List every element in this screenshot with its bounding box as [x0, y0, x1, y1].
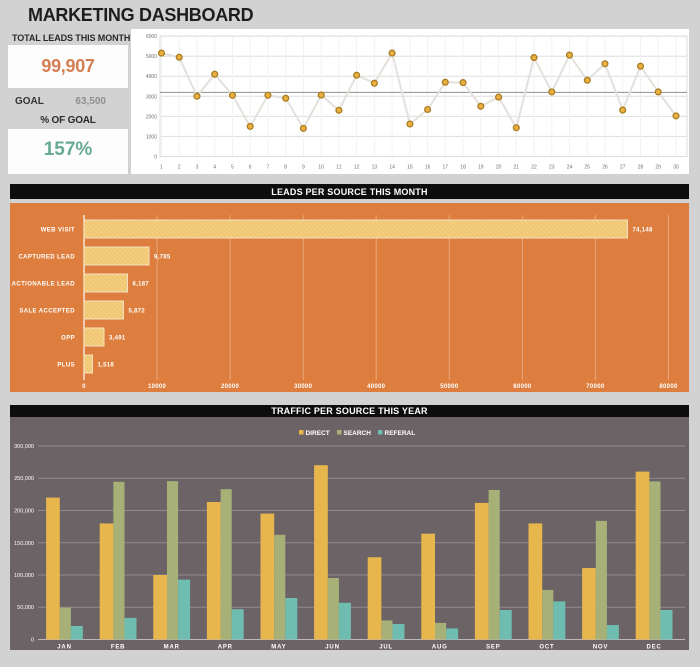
- svg-text:9: 9: [302, 165, 305, 171]
- svg-text:6,187: 6,187: [133, 282, 150, 288]
- svg-text:26: 26: [602, 165, 608, 171]
- svg-text:20000: 20000: [221, 384, 240, 390]
- svg-text:MAR: MAR: [164, 645, 180, 651]
- svg-text:4: 4: [213, 165, 216, 171]
- svg-text:19: 19: [478, 165, 484, 171]
- svg-text:2: 2: [178, 165, 181, 171]
- svg-text:13: 13: [372, 165, 378, 171]
- svg-text:14: 14: [389, 165, 395, 171]
- svg-text:22: 22: [531, 165, 537, 171]
- svg-text:50,000: 50,000: [17, 605, 34, 611]
- svg-text:16: 16: [425, 165, 431, 171]
- svg-text:5,872: 5,872: [129, 309, 146, 315]
- svg-text:0: 0: [31, 638, 34, 644]
- svg-text:ACTIONABLE LEAD: ACTIONABLE LEAD: [12, 282, 76, 288]
- svg-text:200,000: 200,000: [14, 509, 34, 515]
- svg-text:4000: 4000: [146, 74, 157, 80]
- svg-text:10000: 10000: [148, 384, 167, 390]
- svg-text:OPP: OPP: [61, 336, 75, 342]
- svg-text:28: 28: [638, 165, 644, 171]
- svg-text:AUG: AUG: [432, 645, 448, 651]
- svg-text:SEARCH: SEARCH: [344, 430, 372, 437]
- svg-text:100,000: 100,000: [14, 573, 34, 579]
- svg-text:PLUS: PLUS: [57, 363, 75, 369]
- svg-text:0: 0: [154, 155, 157, 161]
- svg-text:300,000: 300,000: [14, 444, 34, 450]
- svg-text:5: 5: [231, 165, 234, 171]
- svg-text:DIRECT: DIRECT: [306, 430, 330, 437]
- svg-text:17: 17: [443, 165, 449, 171]
- svg-text:CAPTURED LEAD: CAPTURED LEAD: [18, 255, 75, 261]
- svg-text:1000: 1000: [146, 134, 157, 140]
- svg-text:OCT: OCT: [539, 645, 554, 651]
- svg-text:25: 25: [585, 165, 591, 171]
- svg-text:3,491: 3,491: [109, 336, 126, 342]
- svg-text:15: 15: [407, 165, 413, 171]
- svg-text:FEB: FEB: [111, 645, 125, 651]
- svg-text:70000: 70000: [586, 384, 605, 390]
- svg-text:3000: 3000: [146, 94, 157, 100]
- svg-text:30: 30: [673, 165, 679, 171]
- svg-text:40000: 40000: [367, 384, 386, 390]
- svg-text:6000: 6000: [146, 34, 157, 40]
- svg-text:11: 11: [336, 165, 341, 171]
- svg-text:APR: APR: [218, 645, 233, 651]
- svg-text:23: 23: [549, 165, 555, 171]
- svg-text:WEB VISIT: WEB VISIT: [41, 228, 75, 234]
- svg-text:2000: 2000: [146, 114, 157, 120]
- svg-text:5000: 5000: [146, 54, 157, 60]
- svg-text:SALE ACCEPTED: SALE ACCEPTED: [19, 309, 75, 315]
- svg-text:80000: 80000: [659, 384, 678, 390]
- svg-text:0: 0: [82, 384, 86, 390]
- svg-text:1: 1: [160, 165, 163, 171]
- svg-text:74,148: 74,148: [633, 228, 654, 234]
- svg-text:18: 18: [460, 165, 466, 171]
- svg-text:60000: 60000: [513, 384, 532, 390]
- svg-text:SEP: SEP: [486, 645, 500, 651]
- svg-text:30000: 30000: [294, 384, 313, 390]
- svg-text:JUN: JUN: [325, 645, 339, 651]
- svg-text:REFERAL: REFERAL: [385, 430, 416, 437]
- svg-text:JAN: JAN: [57, 645, 71, 651]
- svg-text:27: 27: [620, 165, 626, 171]
- svg-text:1,518: 1,518: [98, 363, 115, 369]
- svg-text:3: 3: [196, 165, 199, 171]
- svg-text:250,000: 250,000: [14, 476, 34, 482]
- svg-text:50000: 50000: [440, 384, 459, 390]
- svg-text:8: 8: [284, 165, 287, 171]
- svg-text:12: 12: [354, 165, 360, 171]
- svg-text:DEC: DEC: [647, 645, 662, 651]
- svg-text:21: 21: [514, 165, 520, 171]
- svg-text:29: 29: [655, 165, 661, 171]
- svg-text:10: 10: [318, 165, 324, 171]
- svg-text:20: 20: [496, 165, 502, 171]
- svg-text:24: 24: [567, 165, 573, 171]
- svg-text:NOV: NOV: [593, 645, 608, 651]
- svg-text:6: 6: [249, 165, 252, 171]
- svg-text:9,785: 9,785: [154, 255, 171, 261]
- svg-text:7: 7: [267, 165, 270, 171]
- svg-text:MAY: MAY: [271, 645, 286, 651]
- svg-text:150,000: 150,000: [14, 541, 34, 547]
- svg-text:JUL: JUL: [379, 645, 393, 651]
